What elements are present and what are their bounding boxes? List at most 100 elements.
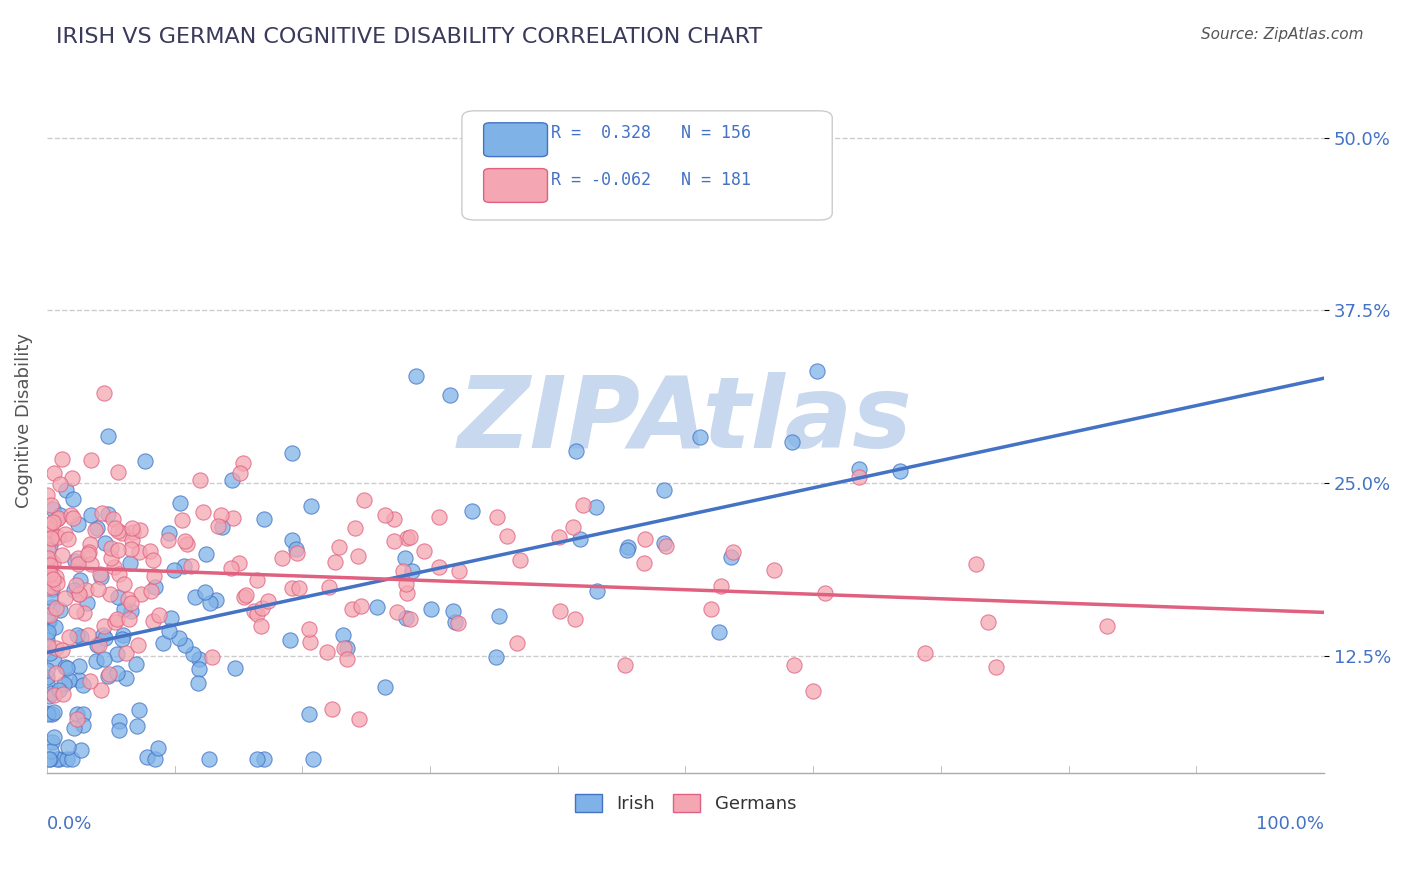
Irish: [198, 752, 221, 766]
Irish: [146, 740, 169, 755]
Irish: [366, 600, 388, 615]
Germans: [60, 508, 83, 522]
Germans: [222, 510, 245, 524]
Irish: [889, 464, 911, 478]
Irish: [69, 659, 91, 673]
Germans: [128, 545, 150, 559]
Germans: [35, 488, 58, 502]
Germans: [42, 557, 65, 571]
Irish: [37, 614, 59, 628]
Germans: [347, 549, 370, 563]
Irish: [780, 434, 803, 449]
Germans: [103, 512, 125, 526]
Germans: [246, 573, 269, 587]
Irish: [108, 714, 131, 728]
Germans: [39, 498, 62, 512]
Germans: [848, 470, 870, 484]
Irish: [848, 462, 870, 476]
Irish: [157, 624, 180, 638]
Irish: [67, 517, 90, 532]
Germans: [39, 524, 62, 538]
Irish: [35, 570, 58, 584]
Irish: [35, 706, 58, 720]
Irish: [72, 706, 94, 721]
Germans: [321, 702, 343, 716]
Text: Source: ZipAtlas.com: Source: ZipAtlas.com: [1201, 27, 1364, 42]
Germans: [229, 467, 252, 481]
Germans: [783, 657, 806, 672]
Germans: [219, 561, 242, 575]
Irish: [45, 752, 67, 766]
Irish: [97, 669, 120, 683]
Irish: [49, 508, 72, 522]
Irish: [84, 654, 107, 668]
Irish: [194, 547, 217, 561]
Germans: [228, 556, 250, 570]
Irish: [159, 525, 181, 540]
Germans: [111, 525, 134, 540]
Germans: [107, 543, 129, 558]
Germans: [91, 506, 114, 520]
Germans: [46, 530, 69, 544]
Irish: [69, 630, 91, 644]
Irish: [224, 661, 246, 675]
Irish: [173, 559, 195, 574]
Irish: [152, 636, 174, 650]
Irish: [105, 648, 128, 662]
Irish: [565, 444, 588, 458]
Germans: [53, 591, 76, 606]
Germans: [79, 673, 101, 688]
Irish: [86, 521, 108, 535]
Irish: [332, 627, 354, 641]
Germans: [83, 524, 105, 538]
Germans: [396, 586, 419, 600]
Text: 100.0%: 100.0%: [1256, 815, 1324, 833]
Irish: [38, 690, 60, 704]
Irish: [253, 752, 276, 766]
Germans: [51, 643, 73, 657]
Irish: [39, 744, 62, 758]
Germans: [77, 545, 100, 559]
Irish: [94, 632, 117, 646]
Irish: [37, 632, 59, 647]
Irish: [86, 638, 108, 652]
Germans: [232, 456, 254, 470]
Irish: [120, 604, 142, 618]
Irish: [53, 660, 76, 674]
Germans: [100, 541, 122, 555]
Germans: [87, 638, 110, 652]
Germans: [45, 575, 67, 590]
Irish: [39, 591, 62, 605]
Germans: [387, 605, 409, 619]
Irish: [374, 681, 396, 695]
Irish: [35, 607, 58, 622]
Germans: [156, 533, 179, 547]
Germans: [118, 612, 141, 626]
Germans: [80, 452, 103, 467]
Irish: [56, 752, 79, 766]
Germans: [235, 587, 257, 601]
Irish: [41, 502, 63, 516]
Irish: [689, 430, 711, 444]
Irish: [41, 686, 63, 700]
Irish: [107, 591, 129, 605]
Irish: [488, 608, 510, 623]
Germans: [128, 523, 150, 537]
Germans: [250, 619, 273, 633]
Irish: [41, 600, 63, 615]
Germans: [107, 465, 129, 479]
Germans: [42, 466, 65, 480]
Irish: [299, 500, 322, 514]
Irish: [720, 549, 742, 564]
Irish: [127, 719, 149, 733]
Germans: [323, 555, 346, 569]
Germans: [374, 508, 396, 523]
Irish: [281, 533, 304, 548]
Germans: [143, 569, 166, 583]
Germans: [45, 666, 67, 681]
Irish: [44, 620, 66, 634]
Irish: [163, 564, 186, 578]
Irish: [443, 615, 465, 630]
Germans: [104, 615, 127, 629]
Irish: [395, 610, 418, 624]
